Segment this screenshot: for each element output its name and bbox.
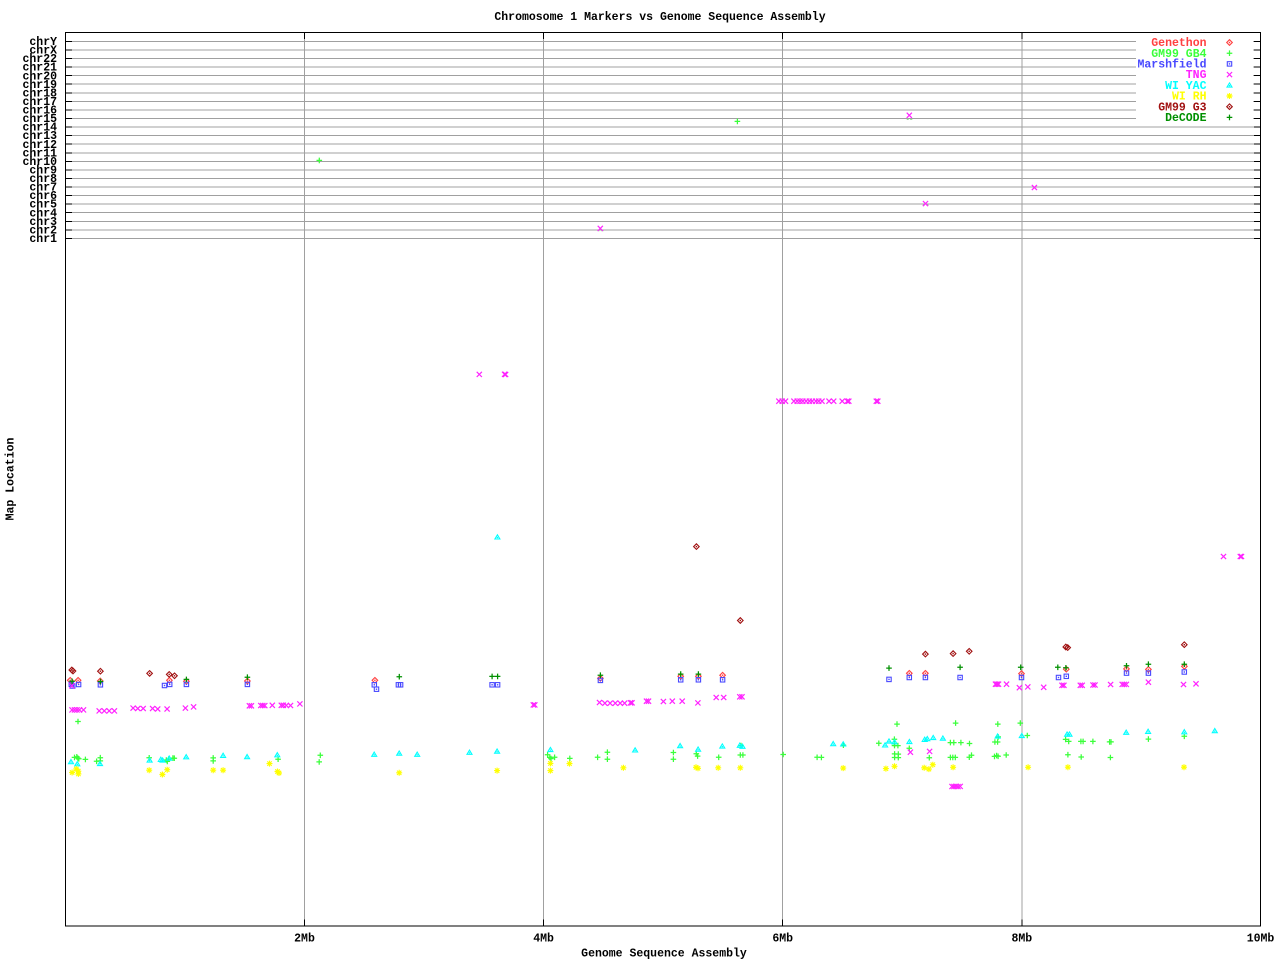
- svg-text:chr3: chr3: [29, 216, 57, 229]
- svg-text:10Mb: 10Mb: [1247, 933, 1275, 946]
- svg-text:TNG: TNG: [1186, 69, 1207, 82]
- svg-text:chr9: chr9: [29, 165, 57, 178]
- svg-text:4Mb: 4Mb: [533, 933, 554, 946]
- svg-text:chr22: chr22: [22, 53, 57, 66]
- svg-text:chr7: chr7: [29, 182, 57, 195]
- svg-text:chrY: chrY: [29, 36, 57, 49]
- svg-text:Map Location: Map Location: [5, 438, 18, 521]
- svg-text:chr20: chr20: [22, 70, 57, 83]
- svg-text:chr18: chr18: [22, 87, 57, 100]
- svg-text:chr21: chr21: [22, 62, 57, 75]
- svg-text:WI RH: WI RH: [1172, 91, 1207, 104]
- svg-text:chr17: chr17: [22, 96, 57, 109]
- svg-text:Genethon: Genethon: [1151, 37, 1206, 50]
- svg-text:WI YAC: WI YAC: [1165, 80, 1207, 93]
- svg-text:Chromosome 1 Markers vs Genome: Chromosome 1 Markers vs Genome Sequence …: [494, 11, 825, 24]
- svg-text:chr1: chr1: [29, 233, 57, 246]
- svg-text:chr16: chr16: [22, 105, 57, 118]
- svg-text:chr19: chr19: [22, 79, 57, 92]
- svg-text:Marshfield: Marshfield: [1137, 59, 1206, 72]
- svg-text:chr8: chr8: [29, 173, 57, 186]
- svg-text:chr10: chr10: [22, 156, 57, 169]
- svg-text:chr12: chr12: [22, 139, 57, 152]
- svg-text:chr13: chr13: [22, 130, 57, 143]
- svg-text:6Mb: 6Mb: [772, 933, 793, 946]
- svg-text:GM99 G3: GM99 G3: [1158, 101, 1206, 114]
- svg-text:8Mb: 8Mb: [1011, 933, 1032, 946]
- svg-text:chr11: chr11: [22, 147, 57, 160]
- svg-text:DeCODE: DeCODE: [1165, 112, 1207, 125]
- svg-text:chr4: chr4: [29, 207, 57, 220]
- svg-text:chr5: chr5: [29, 199, 57, 212]
- svg-text:2Mb: 2Mb: [294, 933, 315, 946]
- svg-text:chr14: chr14: [22, 122, 57, 135]
- svg-text:GM99 GB4: GM99 GB4: [1151, 48, 1206, 61]
- svg-text:chr15: chr15: [22, 113, 57, 126]
- svg-text:chrX: chrX: [29, 45, 57, 58]
- svg-text:Genome Sequence Assembly: Genome Sequence Assembly: [581, 948, 747, 961]
- svg-text:chr2: chr2: [29, 224, 57, 237]
- svg-text:chr6: chr6: [29, 190, 57, 203]
